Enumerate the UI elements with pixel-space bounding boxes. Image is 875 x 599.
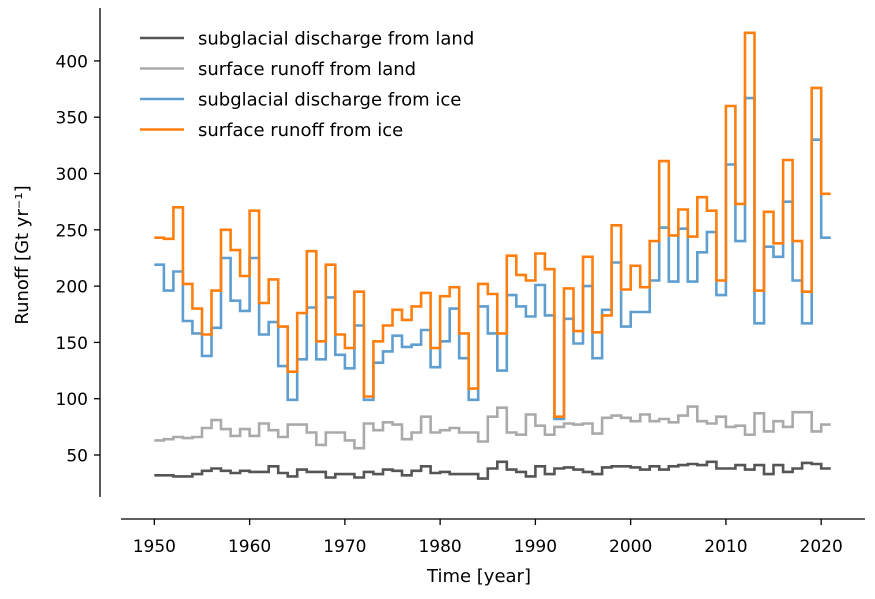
x-tick-label: 1960 (228, 537, 271, 557)
legend-label: subglacial discharge from ice (198, 90, 461, 111)
x-axis-label: Time [year] (426, 566, 531, 587)
x-tick-label: 1950 (133, 537, 176, 557)
x-tick-label: 1980 (418, 537, 461, 557)
y-tick-label: 400 (56, 52, 88, 72)
y-tick-label: 250 (56, 221, 88, 241)
legend: subglacial discharge from land surface ru… (140, 29, 474, 141)
legend-entry: subglacial discharge from ice (140, 90, 461, 111)
legend-entry: surface runoff from land (140, 59, 416, 80)
y-ticks: 50 100 150 200 250 300 350 400 (56, 52, 100, 467)
series-line-4 (154, 31, 831, 418)
x-tick-label: 2010 (704, 537, 747, 557)
legend-label: surface runoff from land (198, 59, 416, 80)
legend-entry: subglacial discharge from land (140, 29, 474, 50)
series-line-2 (154, 405, 831, 450)
y-tick-label: 350 (56, 109, 88, 129)
series-line-1 (154, 460, 831, 480)
x-tick-label: 1970 (323, 537, 366, 557)
series-line-3 (154, 96, 831, 421)
x-tick-label: 2020 (800, 537, 843, 557)
y-axis-label: Runoff [Gt yr⁻¹] (12, 185, 33, 324)
y-tick-label: 50 (66, 447, 88, 467)
series-layer (154, 31, 831, 480)
x-ticks: 1950 1960 1970 1980 1990 2000 2010 2020 (133, 519, 843, 557)
y-tick-label: 100 (56, 390, 88, 410)
y-tick-label: 200 (56, 278, 88, 298)
y-tick-label: 150 (56, 334, 88, 354)
legend-entry: surface runoff from ice (140, 120, 403, 141)
x-tick-label: 2000 (609, 537, 652, 557)
legend-label: subglacial discharge from land (198, 29, 474, 50)
legend-label: surface runoff from ice (198, 120, 403, 141)
y-tick-label: 300 (56, 165, 88, 185)
x-tick-label: 1990 (514, 537, 557, 557)
